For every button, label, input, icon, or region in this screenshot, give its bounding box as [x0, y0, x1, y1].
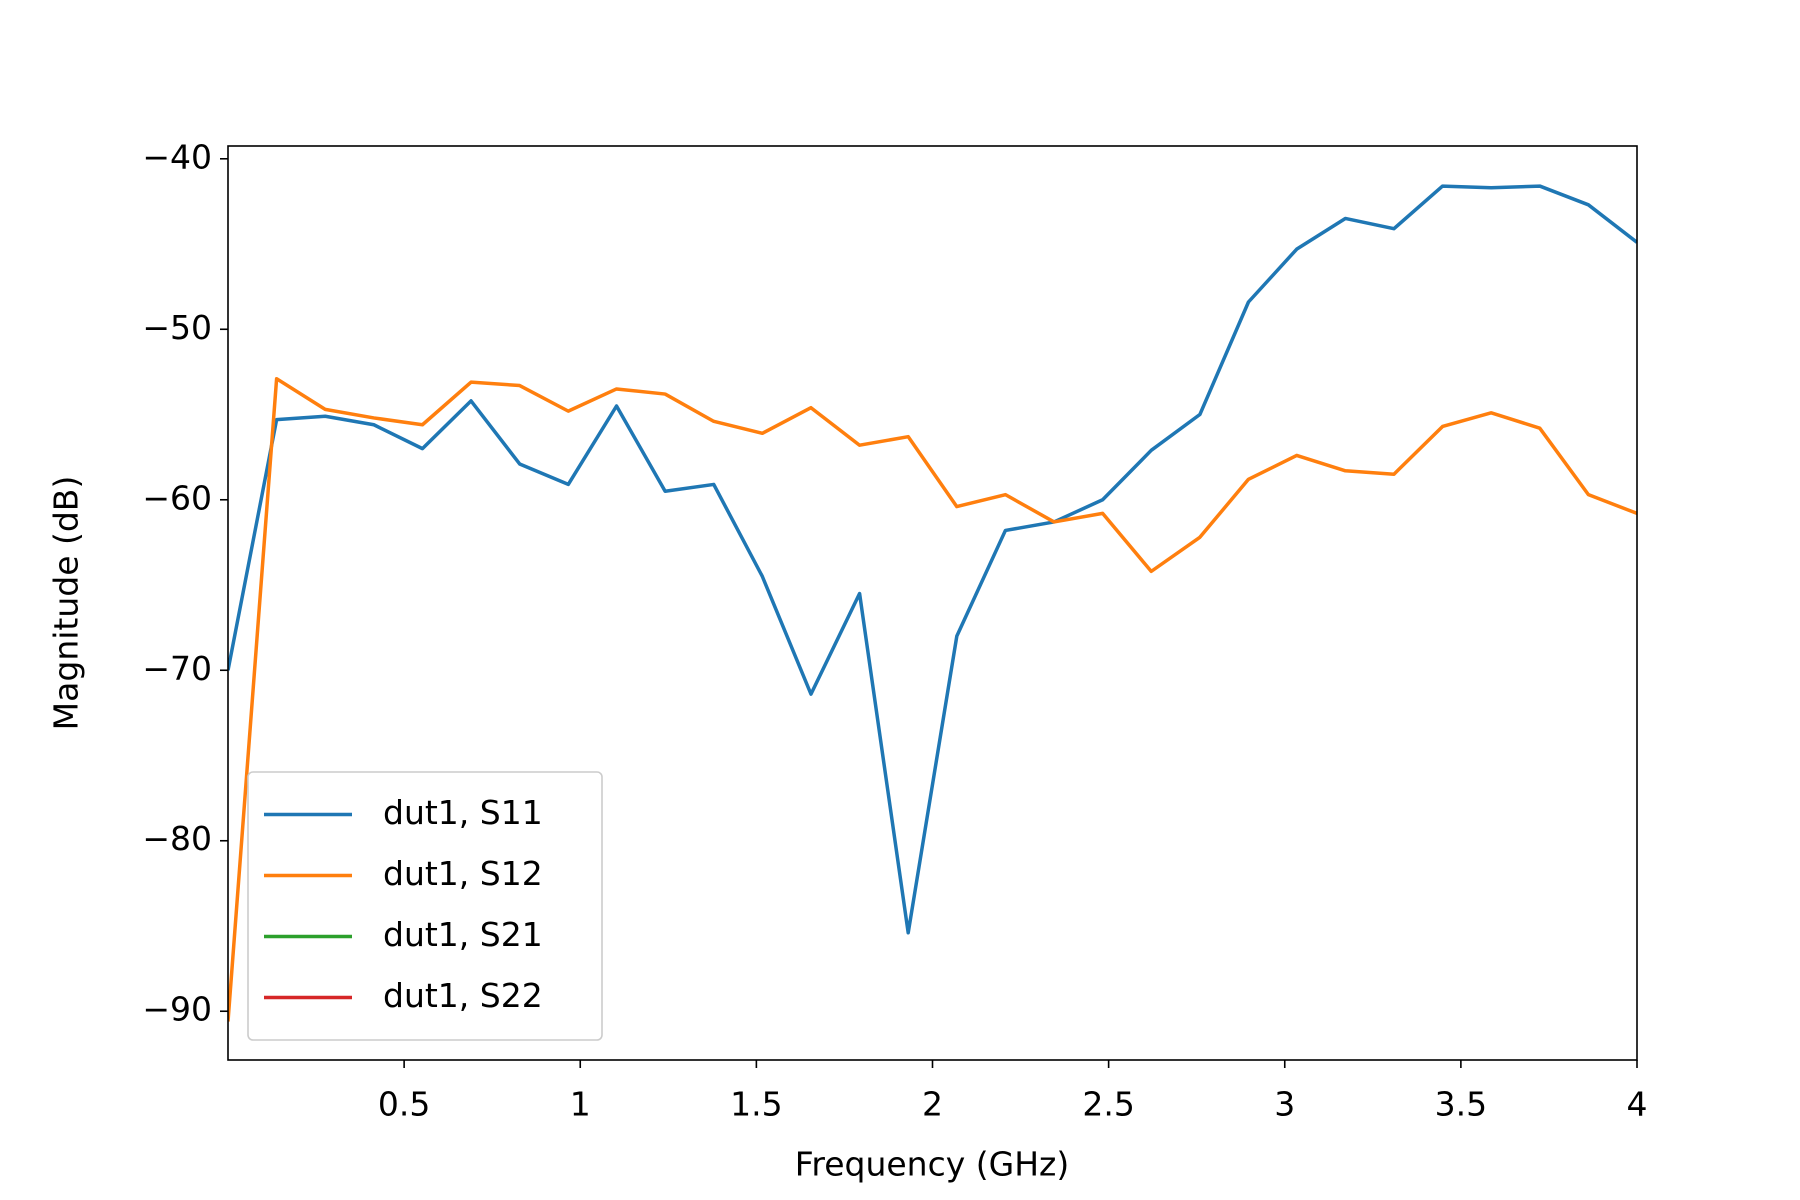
x-tick-label: 4 — [1627, 1085, 1648, 1124]
series-line — [228, 184, 1637, 935]
y-tick-label: −60 — [142, 478, 212, 517]
x-tick-label: 3.5 — [1435, 1085, 1487, 1124]
x-axis-label: Frequency (GHz) — [795, 1145, 1069, 1184]
axes-frame — [227, 145, 1638, 1061]
series-line — [228, 376, 1637, 1022]
y-tick-label: −80 — [142, 819, 212, 858]
x-tick-label: 2.5 — [1082, 1085, 1134, 1124]
x-tick-label: 3 — [1274, 1085, 1295, 1124]
x-tick-label: 1.5 — [730, 1085, 782, 1124]
y-tick-label: −40 — [142, 137, 212, 176]
legend-box — [247, 771, 603, 1041]
legend-label: dut1, S22 — [383, 976, 543, 1015]
x-tick-label: 1 — [570, 1085, 591, 1124]
y-tick-label: −70 — [142, 649, 212, 688]
x-tick-label: 0.5 — [378, 1085, 430, 1124]
series-line-group — [228, 184, 1637, 935]
series-line-group — [228, 376, 1637, 1022]
y-tick-label: −50 — [142, 308, 212, 347]
legend: dut1, S11 dut1, S12 dut1, S21 dut1, S22 — [247, 771, 603, 1041]
y-tick-label: −90 — [142, 990, 212, 1029]
legend-label: dut1, S12 — [383, 854, 543, 893]
legend-label: dut1, S11 — [383, 793, 543, 832]
x-tick-label: 2 — [922, 1085, 943, 1124]
y-axis-label: Magnitude (dB) — [47, 476, 86, 731]
legend-label: dut1, S21 — [383, 915, 543, 954]
